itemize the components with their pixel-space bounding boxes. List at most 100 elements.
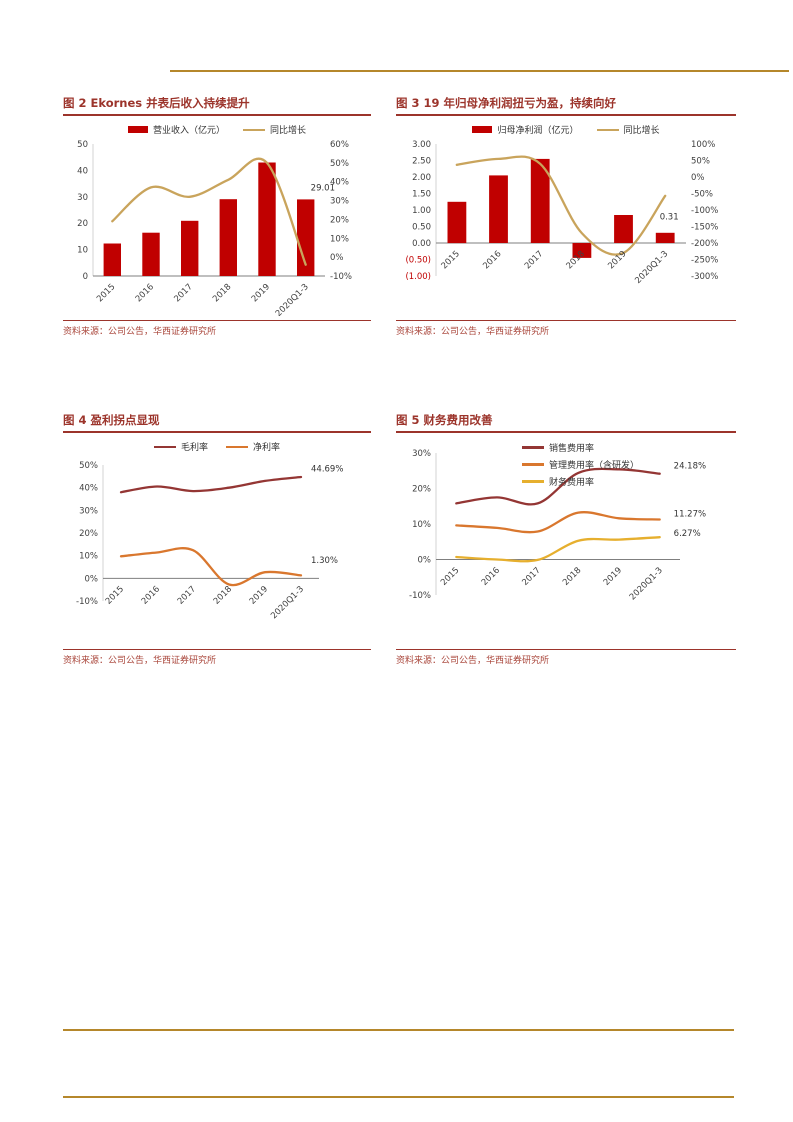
svg-text:-300%: -300%: [691, 272, 718, 282]
svg-text:3.00: 3.00: [412, 140, 431, 150]
svg-text:50%: 50%: [691, 156, 710, 166]
line-series-0: [455, 155, 667, 256]
figure-5-source: 资料来源：公司公告，华西证券研究所: [396, 648, 736, 666]
bar: [219, 199, 237, 276]
legend-label: 同比增长: [270, 126, 307, 137]
svg-text:100%: 100%: [691, 140, 715, 150]
data-label: 0.31: [660, 213, 679, 223]
legend-entry: 销售费用率: [522, 441, 639, 454]
svg-text:10: 10: [77, 246, 88, 256]
legend-label: 营业收入（亿元）: [152, 126, 225, 137]
bar: [530, 158, 550, 243]
svg-text:30%: 30%: [79, 506, 98, 516]
svg-text:2017: 2017: [520, 565, 542, 587]
legend-line-swatch: [522, 446, 544, 449]
figure-5-chart: 销售费用率 管理费用率（含研发） 财务费用率 30% 20% 10% 0% -10% 2015…: [396, 439, 736, 645]
svg-text:0: 0: [83, 272, 88, 282]
legend-label: 净利率: [253, 443, 281, 454]
svg-text:20%: 20%: [330, 215, 349, 225]
footer-rule-upper: [63, 1029, 734, 1031]
svg-text:2016: 2016: [480, 565, 502, 587]
svg-text:-10%: -10%: [409, 591, 431, 601]
svg-text:-100%: -100%: [691, 206, 718, 216]
header-rule: [170, 70, 789, 72]
svg-text:2015: 2015: [439, 565, 461, 587]
svg-text:20%: 20%: [79, 529, 98, 539]
figure-3-legend: 归母净利润（亿元） 同比增长: [396, 122, 736, 138]
svg-text:2015: 2015: [95, 282, 117, 304]
data-label: 29.01: [311, 183, 335, 193]
bar: [447, 201, 467, 244]
svg-text:2015: 2015: [104, 584, 126, 606]
svg-text:10%: 10%: [79, 552, 98, 562]
legend-label: 管理费用率（含研发）: [549, 460, 640, 471]
figure-4-chart: 毛利率 净利率 50% 40% 30% 20% 10% 0% -10% 2015 2016 2017…: [63, 439, 371, 645]
legend-line-swatch: [596, 128, 619, 132]
legend-entry: 管理费用率（含研发）: [522, 458, 639, 471]
svg-text:-10%: -10%: [76, 597, 98, 607]
legend-label: 同比增长: [623, 126, 660, 137]
svg-text:2018: 2018: [561, 565, 583, 587]
svg-text:1.50: 1.50: [412, 189, 431, 199]
svg-text:2.50: 2.50: [412, 156, 431, 166]
figure-5-panel: 图 5 财务费用改善 销售费用率 管理费用率（含研发） 财务费用率 30% 20% 10…: [396, 413, 736, 666]
svg-text:0%: 0%: [691, 173, 705, 183]
bar-series: [103, 162, 315, 276]
bar: [489, 175, 508, 243]
svg-text:50: 50: [77, 140, 88, 150]
svg-text:2016: 2016: [481, 249, 503, 271]
footer-rule-lower: [63, 1096, 734, 1098]
legend-entry: 营业收入（亿元）: [127, 123, 225, 137]
bar: [572, 242, 592, 258]
svg-text:30%: 30%: [412, 449, 431, 459]
data-label: 11.27%: [674, 509, 706, 519]
bar-series: [447, 158, 675, 258]
svg-text:0.00: 0.00: [412, 239, 431, 249]
svg-text:2017: 2017: [176, 584, 198, 606]
figure-5-chart-svg: 30% 20% 10% 0% -10% 2015 2016 2017 2018 2019 2020Q…: [409, 449, 706, 602]
svg-text:2020Q1-3: 2020Q1-3: [633, 249, 670, 286]
svg-text:20: 20: [77, 219, 88, 229]
svg-text:2.00: 2.00: [412, 173, 431, 183]
line-series-2: [455, 535, 661, 563]
data-label: 44.69%: [311, 464, 343, 474]
left-axis-tick-labels: 50 40 30 20 10 0: [77, 140, 88, 282]
data-label: 24.18%: [674, 461, 706, 471]
legend-line-swatch: [226, 445, 248, 449]
svg-text:(0.50): (0.50): [405, 255, 431, 265]
figure-4-title: 图 4 盈利拐点显现: [63, 413, 371, 433]
figure-2-panel: 图 2 Ekornes 并表后收入持续提升 营业收入（亿元） 同比增长 50 40 3…: [63, 96, 371, 337]
right-axis-tick-labels: 100% 50% 0% -50% -100% -150% -200% -250% -300%: [691, 140, 718, 282]
svg-text:50%: 50%: [330, 159, 349, 169]
bar: [655, 232, 675, 243]
data-label: 6.27%: [674, 529, 701, 539]
figure-3-chart: 归母净利润（亿元） 同比增长 3.00 2.50 2.00 1.50 1.00 0.50 0.…: [396, 122, 736, 316]
left-axis-tick-labels: 30% 20% 10% 0% -10%: [409, 449, 431, 601]
svg-text:2019: 2019: [248, 584, 270, 606]
svg-text:30: 30: [77, 193, 88, 203]
left-axis-tick-labels: 50% 40% 30% 20% 10% 0% -10%: [76, 461, 98, 607]
right-axis-tick-labels: 60% 50% 40% 30% 20% 10% 0% -10%: [330, 140, 352, 282]
category-labels: 2015 2016 2017 2018 2019 2020Q1-3: [439, 565, 665, 602]
line-series-0: [455, 467, 661, 506]
svg-text:2019: 2019: [250, 282, 272, 304]
svg-text:2016: 2016: [134, 282, 156, 304]
legend-label: 归母净利润（亿元）: [497, 126, 579, 137]
line-series-0: [119, 475, 303, 494]
svg-text:2017: 2017: [172, 282, 194, 304]
bar: [103, 243, 121, 276]
bar: [614, 214, 633, 243]
svg-text:-50%: -50%: [691, 189, 713, 199]
figure-4-panel: 图 4 盈利拐点显现 毛利率 净利率 50% 40% 30% 20% 10% 0% -10% 2…: [63, 413, 371, 666]
svg-text:40%: 40%: [330, 178, 349, 188]
legend-line-swatch: [522, 480, 544, 483]
category-labels: 2015 2016 2017 2018 2019 2020Q1-3: [95, 282, 311, 316]
svg-text:2016: 2016: [140, 584, 162, 606]
figure-4-legend: 毛利率 净利率: [63, 439, 371, 455]
svg-text:2018: 2018: [211, 282, 233, 304]
figure-3-panel: 图 3 19 年归母净利润扭亏为盈，持续向好 归母净利润（亿元） 同比增长 3.0…: [396, 96, 736, 337]
legend-entry: 同比增长: [243, 123, 306, 136]
svg-text:0%: 0%: [330, 253, 344, 263]
